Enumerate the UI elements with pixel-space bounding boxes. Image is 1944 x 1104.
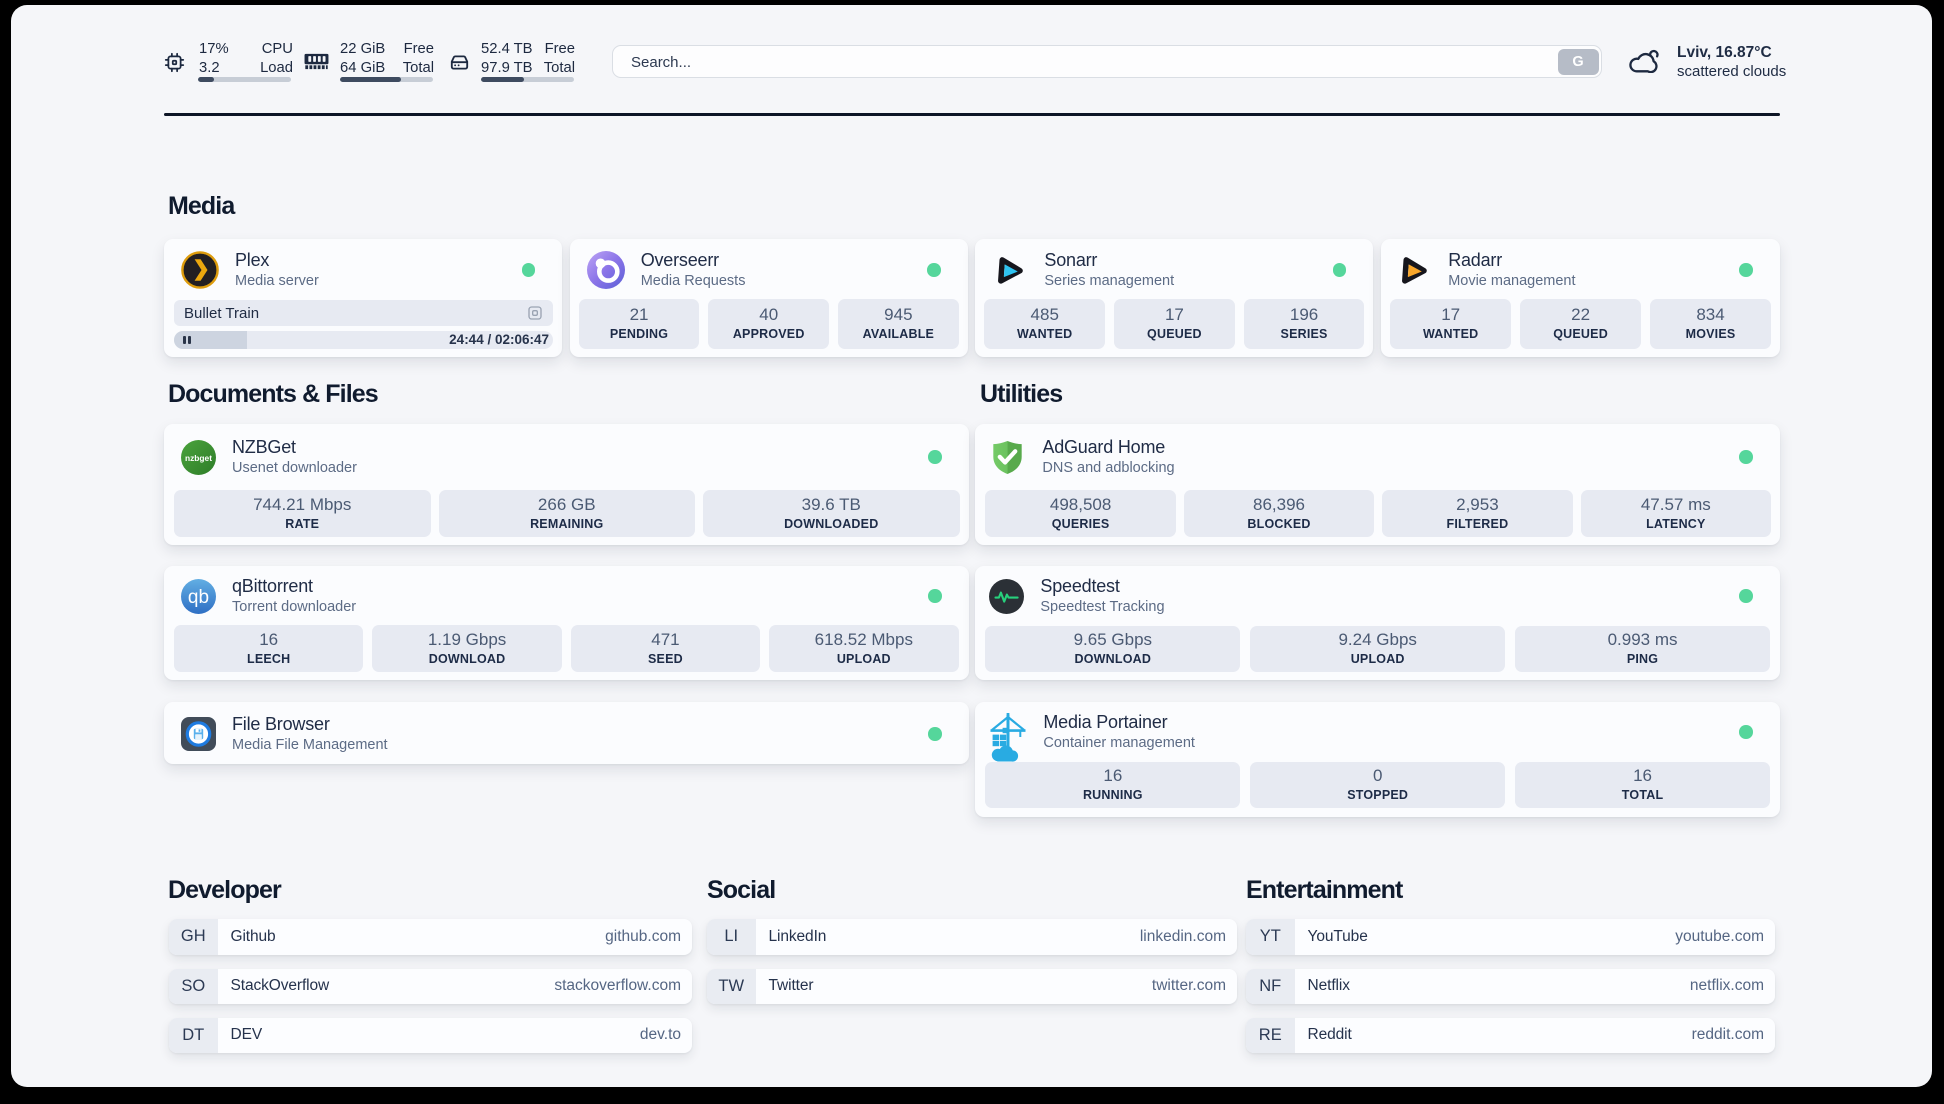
svg-text:nzbget: nzbget xyxy=(185,453,212,463)
svg-text:qb: qb xyxy=(188,587,209,608)
